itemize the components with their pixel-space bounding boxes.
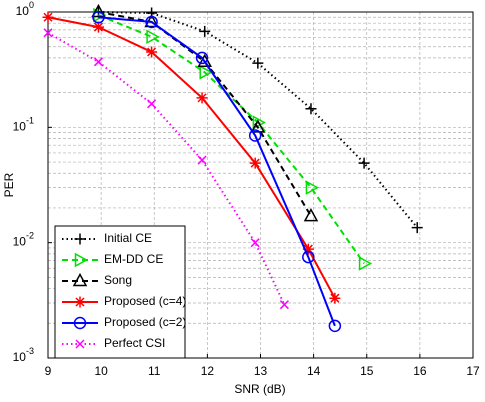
x-tick-label: 14 <box>307 364 321 378</box>
legend-label: Proposed (c=4) <box>104 294 186 308</box>
y-tick-exponent: -3 <box>26 346 34 356</box>
data-point <box>411 222 423 234</box>
data-point <box>358 157 370 169</box>
data-point <box>279 300 289 310</box>
legend-label: Initial CE <box>104 231 152 245</box>
data-point <box>195 51 209 65</box>
legend-label: Perfect CSI <box>104 336 165 350</box>
x-tick-label: 17 <box>466 364 480 378</box>
series-line <box>98 16 336 327</box>
data-point <box>146 46 158 58</box>
y-tick-base: 10 <box>13 350 27 364</box>
data-point <box>92 11 105 24</box>
data-point <box>196 92 208 104</box>
series-line <box>47 31 286 306</box>
x-axis-label: SNR (dB) <box>234 382 285 396</box>
y-tick-label: 100 <box>16 0 34 18</box>
data-point <box>199 25 211 37</box>
data-point <box>329 292 341 304</box>
legend-marker <box>75 339 85 349</box>
plot-frame <box>47 11 474 359</box>
data-point <box>305 180 320 195</box>
legend-marker <box>74 252 89 268</box>
y-tick-label: 10-3 <box>13 346 34 364</box>
data-point <box>252 115 266 130</box>
legend-box <box>54 225 186 359</box>
data-point <box>250 119 266 133</box>
data-point <box>302 243 314 255</box>
legend-marker <box>74 296 86 308</box>
data-point <box>358 256 373 271</box>
data-point <box>43 28 53 38</box>
data-point <box>249 157 261 169</box>
data-point <box>248 129 262 142</box>
data-point <box>328 319 342 333</box>
x-tick-label: 9 <box>45 364 52 378</box>
y-tick-exponent: -1 <box>26 116 34 126</box>
data-point <box>303 208 319 222</box>
legend-marker <box>73 316 87 330</box>
data-point <box>42 11 54 23</box>
legend-marker <box>74 233 86 245</box>
data-point <box>197 53 212 68</box>
y-tick-base: 10 <box>13 235 27 249</box>
y-tick-label: 10-1 <box>13 116 34 134</box>
legend-label: EM-DD CE <box>104 252 163 266</box>
x-tick-label: 11 <box>148 364 161 378</box>
data-point <box>146 29 160 45</box>
data-point <box>252 57 264 69</box>
series-line <box>98 14 365 265</box>
legend-label: Song <box>104 273 132 287</box>
data-point <box>147 99 157 109</box>
legend-label: Proposed (c=2) <box>104 315 186 329</box>
y-tick-base: 10 <box>13 120 27 134</box>
x-tick-label: 10 <box>94 364 108 378</box>
y-tick-label: 10-2 <box>13 231 34 249</box>
data-point <box>92 21 104 33</box>
data-point <box>145 15 158 29</box>
data-point <box>199 65 213 80</box>
data-point <box>197 155 207 165</box>
y-tick-base: 10 <box>16 4 30 18</box>
x-tick-label: 12 <box>201 364 215 378</box>
y-tick-exponent: -2 <box>26 231 34 241</box>
legend-marker <box>72 272 88 287</box>
data-point <box>250 238 260 248</box>
x-tick-label: 13 <box>254 364 268 378</box>
x-tick-label: 16 <box>413 364 427 378</box>
x-tick-label: 15 <box>360 364 374 378</box>
data-point <box>305 103 317 115</box>
data-point <box>91 3 106 18</box>
data-point <box>93 57 103 67</box>
data-point <box>302 250 315 264</box>
y-axis-label: PER <box>2 172 16 197</box>
y-tick-exponent: 0 <box>29 0 34 10</box>
